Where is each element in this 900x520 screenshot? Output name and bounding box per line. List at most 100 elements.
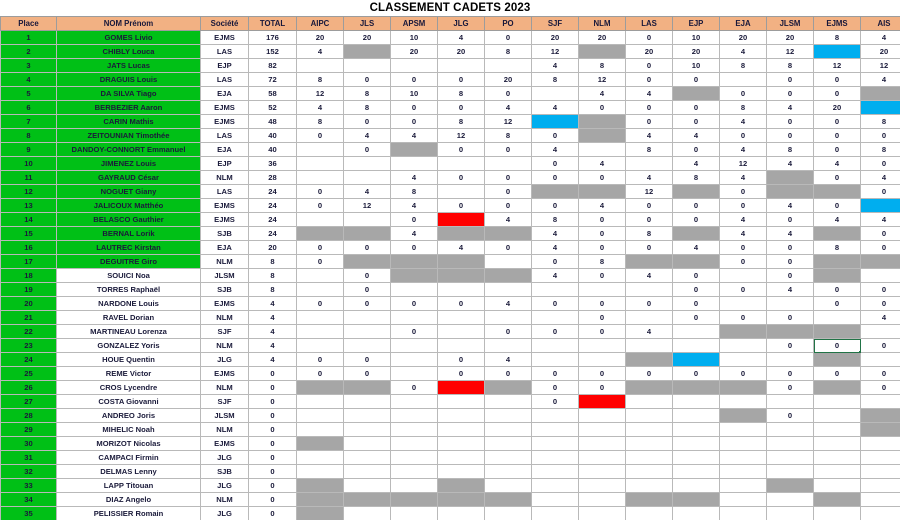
- rank-cell[interactable]: 5: [0, 86, 57, 101]
- score-cell-las[interactable]: [625, 394, 673, 409]
- score-cell-eja[interactable]: 4: [719, 226, 767, 241]
- score-cell-las[interactable]: 8: [625, 142, 673, 157]
- rank-cell[interactable]: 18: [0, 268, 57, 283]
- score-cell-po[interactable]: 0: [484, 184, 532, 199]
- athlete-name-cell[interactable]: MARTINEAU Lorenza: [56, 324, 201, 339]
- column-header-ais[interactable]: AIS: [860, 16, 900, 31]
- score-cell-ais[interactable]: [860, 436, 900, 451]
- column-header-soci-t-[interactable]: Société: [200, 16, 249, 31]
- score-cell-eja[interactable]: 4: [719, 44, 767, 59]
- club-cell[interactable]: EJMS: [200, 212, 249, 227]
- table-row[interactable]: 28 ANDREO Joris JLSM 0 0: [0, 408, 900, 423]
- column-header-place[interactable]: Place: [0, 16, 57, 31]
- score-cell-apsm[interactable]: [390, 142, 438, 157]
- score-cell-po[interactable]: 4: [484, 212, 532, 227]
- score-cell-jlg[interactable]: 4: [437, 30, 485, 45]
- score-cell-jls[interactable]: 0: [343, 366, 391, 381]
- score-cell-po[interactable]: [484, 338, 532, 353]
- club-cell[interactable]: EJMS: [200, 198, 249, 213]
- total-cell[interactable]: 82: [248, 58, 297, 73]
- club-cell[interactable]: SJF: [200, 324, 249, 339]
- score-cell-jlsm[interactable]: 0: [766, 380, 814, 395]
- athlete-name-cell[interactable]: NARDONE Louis: [56, 296, 201, 311]
- club-cell[interactable]: NLM: [200, 380, 249, 395]
- score-cell-po[interactable]: 0: [484, 324, 532, 339]
- score-cell-jlsm[interactable]: 4: [766, 226, 814, 241]
- score-cell-las[interactable]: 4: [625, 170, 673, 185]
- club-cell[interactable]: EJMS: [200, 436, 249, 451]
- score-cell-jlsm[interactable]: 20: [766, 30, 814, 45]
- score-cell-aipc[interactable]: [296, 170, 344, 185]
- rank-cell[interactable]: 7: [0, 114, 57, 129]
- score-cell-sjf[interactable]: [531, 114, 579, 129]
- score-cell-jls[interactable]: [343, 436, 391, 451]
- rank-cell[interactable]: 25: [0, 366, 57, 381]
- score-cell-ejms[interactable]: [813, 436, 861, 451]
- score-cell-apsm[interactable]: 0: [390, 296, 438, 311]
- score-cell-aipc[interactable]: 0: [296, 184, 344, 199]
- score-cell-sjf[interactable]: [531, 86, 579, 101]
- rank-cell[interactable]: 10: [0, 156, 57, 171]
- score-cell-ais[interactable]: [860, 268, 900, 283]
- score-cell-eja[interactable]: [719, 72, 767, 87]
- score-cell-sjf[interactable]: 0: [531, 380, 579, 395]
- score-cell-sjf[interactable]: 4: [531, 100, 579, 115]
- score-cell-las[interactable]: [625, 254, 673, 269]
- score-cell-sjf[interactable]: [531, 352, 579, 367]
- score-cell-sjf[interactable]: [531, 464, 579, 479]
- score-cell-sjf[interactable]: 0: [531, 156, 579, 171]
- score-cell-nlm[interactable]: 0: [578, 212, 626, 227]
- total-cell[interactable]: 40: [248, 128, 297, 143]
- score-cell-nlm[interactable]: 12: [578, 72, 626, 87]
- score-cell-ejms[interactable]: 0: [813, 366, 861, 381]
- score-cell-ais[interactable]: 8: [860, 114, 900, 129]
- score-cell-po[interactable]: [484, 282, 532, 297]
- score-cell-po[interactable]: 0: [484, 240, 532, 255]
- score-cell-jlg[interactable]: [437, 408, 485, 423]
- score-cell-eja[interactable]: 0: [719, 128, 767, 143]
- score-cell-ejms[interactable]: 0: [813, 86, 861, 101]
- score-cell-ejms[interactable]: [813, 324, 861, 339]
- score-cell-po[interactable]: 0: [484, 366, 532, 381]
- score-cell-las[interactable]: [625, 450, 673, 465]
- score-cell-jlg[interactable]: 0: [437, 296, 485, 311]
- score-cell-jlg[interactable]: [437, 464, 485, 479]
- score-cell-ejp[interactable]: [672, 422, 720, 437]
- score-cell-jls[interactable]: [343, 58, 391, 73]
- score-cell-ejms[interactable]: 0: [813, 338, 861, 353]
- score-cell-eja[interactable]: [719, 338, 767, 353]
- score-cell-jlsm[interactable]: [766, 296, 814, 311]
- score-cell-aipc[interactable]: [296, 450, 344, 465]
- score-cell-apsm[interactable]: 0: [390, 240, 438, 255]
- score-cell-las[interactable]: 20: [625, 44, 673, 59]
- score-cell-las[interactable]: 8: [625, 226, 673, 241]
- total-cell[interactable]: 152: [248, 44, 297, 59]
- score-cell-jlsm[interactable]: [766, 184, 814, 199]
- score-cell-ais[interactable]: [860, 464, 900, 479]
- total-cell[interactable]: 0: [248, 506, 297, 520]
- score-cell-po[interactable]: 0: [484, 170, 532, 185]
- score-cell-jls[interactable]: 12: [343, 198, 391, 213]
- score-cell-jlg[interactable]: 0: [437, 170, 485, 185]
- score-cell-aipc[interactable]: [296, 156, 344, 171]
- score-cell-nlm[interactable]: [578, 506, 626, 520]
- score-cell-apsm[interactable]: [390, 352, 438, 367]
- score-cell-apsm[interactable]: 0: [390, 380, 438, 395]
- score-cell-apsm[interactable]: [390, 268, 438, 283]
- club-cell[interactable]: JLSM: [200, 408, 249, 423]
- score-cell-las[interactable]: [625, 478, 673, 493]
- score-cell-ais[interactable]: [860, 86, 900, 101]
- athlete-name-cell[interactable]: MORIZOT Nicolas: [56, 436, 201, 451]
- score-cell-aipc[interactable]: 8: [296, 114, 344, 129]
- score-cell-ejp[interactable]: [672, 408, 720, 423]
- rank-cell[interactable]: 13: [0, 198, 57, 213]
- score-cell-aipc[interactable]: [296, 436, 344, 451]
- rank-cell[interactable]: 3: [0, 58, 57, 73]
- column-header-ejms[interactable]: EJMS: [813, 16, 861, 31]
- column-header-jlg[interactable]: JLG: [437, 16, 485, 31]
